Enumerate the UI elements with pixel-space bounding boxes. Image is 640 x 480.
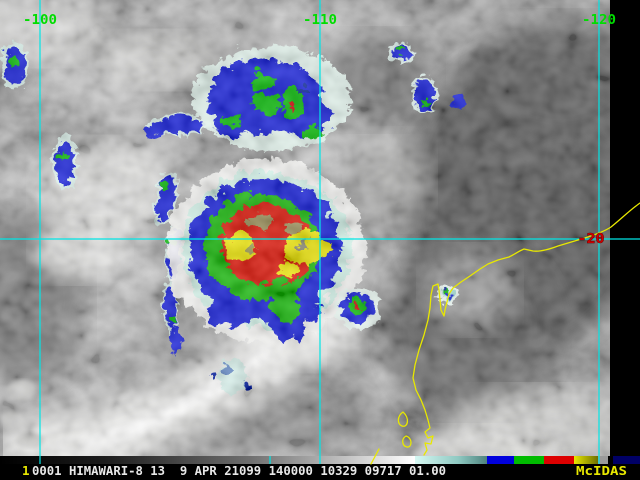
colorbar-segment	[598, 456, 608, 464]
frame-number: 1	[22, 463, 30, 478]
enhancement-colorbar	[0, 456, 640, 464]
colorbar-segment	[544, 456, 574, 464]
longitude-label-110: -110	[303, 12, 337, 28]
coordinate-labels: -100 -110 -120 -20	[23, 12, 616, 247]
longitude-label-100: -100	[23, 12, 57, 28]
colorbar-segment	[574, 456, 598, 464]
coastline-mainland	[412, 202, 640, 456]
colorbar-segment	[608, 456, 613, 464]
mcidas-brand: McIDAS	[576, 463, 627, 478]
footer-annotation: 1 0001 HIMAWARI-8 13 9 APR 21099 140000 …	[22, 463, 627, 478]
right-margin	[610, 0, 640, 456]
latitude-label-20: -20	[578, 231, 605, 247]
image-info-text: 0001 HIMAWARI-8 13 9 APR 21099 140000 10…	[32, 463, 446, 478]
coastline-overlay	[370, 202, 640, 465]
colorbar-segment	[514, 456, 544, 464]
coastline-island	[397, 411, 409, 427]
colorbar-segment	[613, 456, 640, 464]
colorbar-segment	[487, 456, 514, 464]
longitude-label-120: -120	[582, 12, 616, 28]
coastline-island	[402, 435, 412, 448]
latlon-grid-overlay	[0, 0, 640, 464]
colorbar-segment	[415, 456, 487, 464]
colorbar-segment	[0, 456, 415, 464]
coastline-bar-segment	[370, 448, 380, 465]
